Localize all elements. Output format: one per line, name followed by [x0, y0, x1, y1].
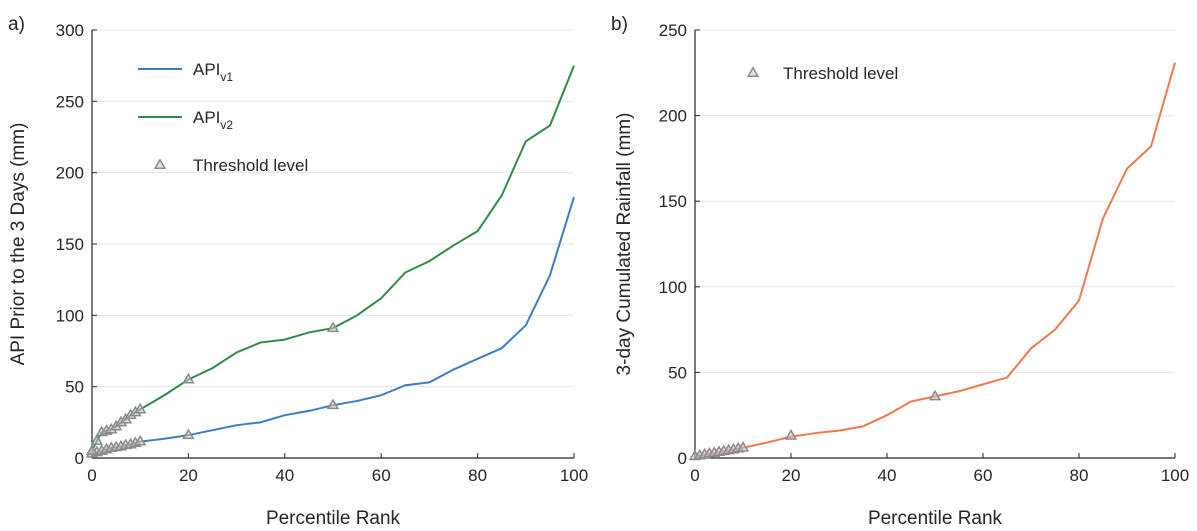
threshold-marker	[182, 428, 195, 440]
x-tick-label: 80	[468, 466, 487, 485]
x-tick-label: 100	[560, 466, 588, 485]
legend-label-base: API	[193, 60, 220, 79]
legend-label: Threshold level	[783, 64, 898, 83]
chart-panel-a: 0 50 100 150 200 250 300 0 20 40 60 80 100 Percentile…	[8, 14, 588, 529]
y-tick-label: 50	[668, 363, 687, 382]
legend-label-subscript: v2	[220, 118, 233, 132]
legend-marker-threshold	[746, 66, 760, 77]
x-tick-label: 40	[275, 466, 294, 485]
threshold-marker	[133, 402, 147, 414]
y-tick-label: 250	[659, 21, 687, 40]
x-axis-title: Percentile Rank	[266, 508, 401, 529]
y-axis-title: API Prior to the 3 Days (mm)	[8, 123, 29, 366]
y-tick-label: 150	[56, 235, 84, 254]
legend-label: Threshold level	[193, 156, 308, 175]
threshold-marker	[326, 398, 340, 410]
x-tick-label: 20	[782, 466, 801, 485]
series-line-api_v2	[91, 65, 575, 452]
y-tick-label: 0	[678, 449, 687, 468]
y-tick-label: 100	[56, 306, 84, 325]
threshold-marker	[784, 428, 798, 440]
x-tick-label: 60	[974, 466, 993, 485]
y-tick-label: 250	[56, 92, 84, 111]
panel-label: a)	[8, 14, 25, 35]
legend-label-base: Threshold level	[783, 64, 898, 83]
chart-panel-b: 0 50 100 150 200 250 0 20 40 60 80 100 Percentile Ra…	[611, 14, 1189, 529]
legend-label: APIv1	[193, 60, 233, 84]
y-tick-label: 200	[56, 164, 84, 183]
legend-marker-threshold	[153, 158, 167, 169]
y-axis-title: 3-day Cumulated Rainfall (mm)	[614, 113, 635, 376]
threshold-marker	[182, 372, 195, 384]
x-tick-label: 100	[1161, 466, 1189, 485]
legend-label-base: Threshold level	[193, 156, 308, 175]
legend-label: APIv2	[193, 108, 233, 132]
y-tick-label: 300	[56, 21, 84, 40]
threshold-marker	[90, 434, 104, 445]
y-tick-label: 50	[65, 378, 84, 397]
x-axis-title: Percentile Rank	[868, 508, 1003, 529]
x-tick-label: 20	[179, 466, 198, 485]
y-tick-label: 200	[659, 107, 687, 126]
threshold-marker	[736, 440, 750, 452]
x-tick-label: 60	[372, 466, 391, 485]
legend-label-base: API	[193, 108, 220, 127]
x-tick-label: 0	[690, 466, 699, 485]
y-tick-label: 100	[659, 278, 687, 297]
threshold-marker	[133, 434, 147, 446]
x-tick-label: 40	[878, 466, 897, 485]
x-tick-label: 0	[87, 466, 96, 485]
threshold-marker	[928, 389, 942, 401]
y-tick-label: 150	[659, 192, 687, 211]
y-tick-label: 0	[75, 449, 84, 468]
threshold-marker	[326, 321, 340, 333]
legend-label-subscript: v1	[220, 70, 233, 84]
threshold-marker	[85, 444, 99, 455]
panel-label: b)	[611, 14, 628, 35]
x-tick-label: 80	[1070, 466, 1089, 485]
